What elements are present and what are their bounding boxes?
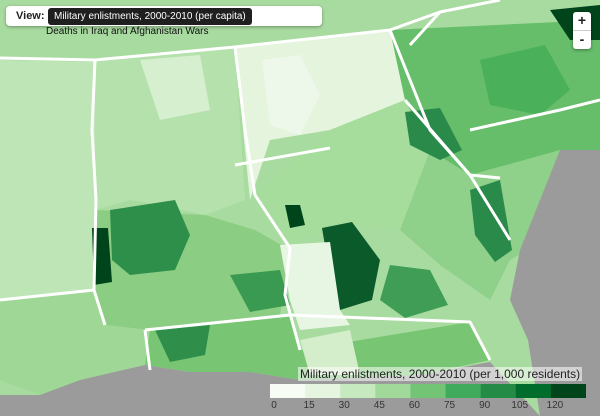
county-columbus[interactable] bbox=[285, 205, 305, 228]
county-region-arkansas[interactable] bbox=[0, 60, 95, 300]
state-border-ga-sc bbox=[403, 99, 512, 241]
zoom-control: + - bbox=[573, 12, 591, 49]
county-pale-alabama-georgia[interactable] bbox=[280, 242, 350, 330]
legend-ticks: 0 15 30 45 60 75 90 105 120 bbox=[270, 400, 586, 414]
legend-tick-label: 60 bbox=[408, 400, 420, 411]
legend-tick-label: 120 bbox=[546, 400, 564, 411]
view-option-deaths[interactable]: Deaths in Iraq and Afghanistan Wars bbox=[46, 26, 209, 37]
legend-swatch bbox=[305, 384, 341, 398]
county-virginia-cluster[interactable] bbox=[480, 45, 570, 115]
state-border-al-ga bbox=[233, 46, 302, 351]
legend-swatch bbox=[445, 384, 482, 398]
view-label: View: bbox=[16, 10, 45, 22]
legend-color-scale bbox=[270, 384, 586, 398]
legend-swatch bbox=[480, 384, 517, 398]
state-border-tn-nc-south bbox=[234, 146, 331, 167]
legend-tick-label: 0 bbox=[271, 400, 277, 411]
county-dark-west[interactable] bbox=[92, 228, 112, 285]
county-pale-kentucky[interactable] bbox=[140, 55, 210, 120]
legend-swatch bbox=[550, 384, 586, 398]
state-border-virginia-wv bbox=[408, 10, 442, 47]
state-border-ms-river bbox=[90, 59, 107, 326]
state-border-va-nc bbox=[469, 98, 600, 132]
legend-title: Military enlistments, 2000-2010 (per 1,0… bbox=[298, 367, 583, 381]
state-border-ms-al-south bbox=[143, 329, 152, 371]
county-pale-florida-panhandle[interactable] bbox=[300, 330, 360, 375]
county-georgia-south[interactable] bbox=[380, 265, 448, 318]
legend-swatch bbox=[340, 384, 376, 398]
county-alabama-south[interactable] bbox=[230, 270, 290, 312]
state-border-louisiana-north bbox=[0, 288, 95, 302]
state-border-florida bbox=[144, 313, 492, 361]
county-pale-appalachia[interactable] bbox=[262, 55, 320, 135]
legend-tick-label: 15 bbox=[303, 400, 315, 411]
legend-swatch bbox=[270, 384, 306, 398]
county-region-tennessee[interactable] bbox=[95, 48, 245, 215]
view-selector-panel: View: Military enlistments, 2000-2010 (p… bbox=[6, 6, 322, 26]
legend-tick-label: 75 bbox=[443, 400, 456, 411]
county-central-darker[interactable] bbox=[110, 200, 190, 275]
legend-swatch bbox=[375, 384, 411, 398]
county-mobile[interactable] bbox=[155, 325, 210, 362]
state-borders bbox=[0, 0, 600, 371]
zoom-in-button[interactable]: + bbox=[577, 12, 587, 28]
county-sc-coast-dark[interactable] bbox=[470, 180, 512, 262]
county-region-louisiana[interactable] bbox=[0, 290, 150, 395]
legend-tick-label: 105 bbox=[511, 400, 529, 411]
legend-swatch bbox=[410, 384, 447, 398]
ocean-atlantic bbox=[510, 150, 600, 416]
legend-tick-label: 90 bbox=[479, 400, 491, 411]
legend-swatch bbox=[515, 384, 552, 398]
zoom-out-button[interactable]: - bbox=[573, 30, 591, 49]
legend-tick-label: 30 bbox=[338, 400, 350, 411]
legend-tick-label: 45 bbox=[373, 400, 385, 411]
view-option-enlistments[interactable]: Military enlistments, 2000-2010 (per cap… bbox=[48, 8, 252, 25]
state-border-north bbox=[0, 0, 501, 62]
